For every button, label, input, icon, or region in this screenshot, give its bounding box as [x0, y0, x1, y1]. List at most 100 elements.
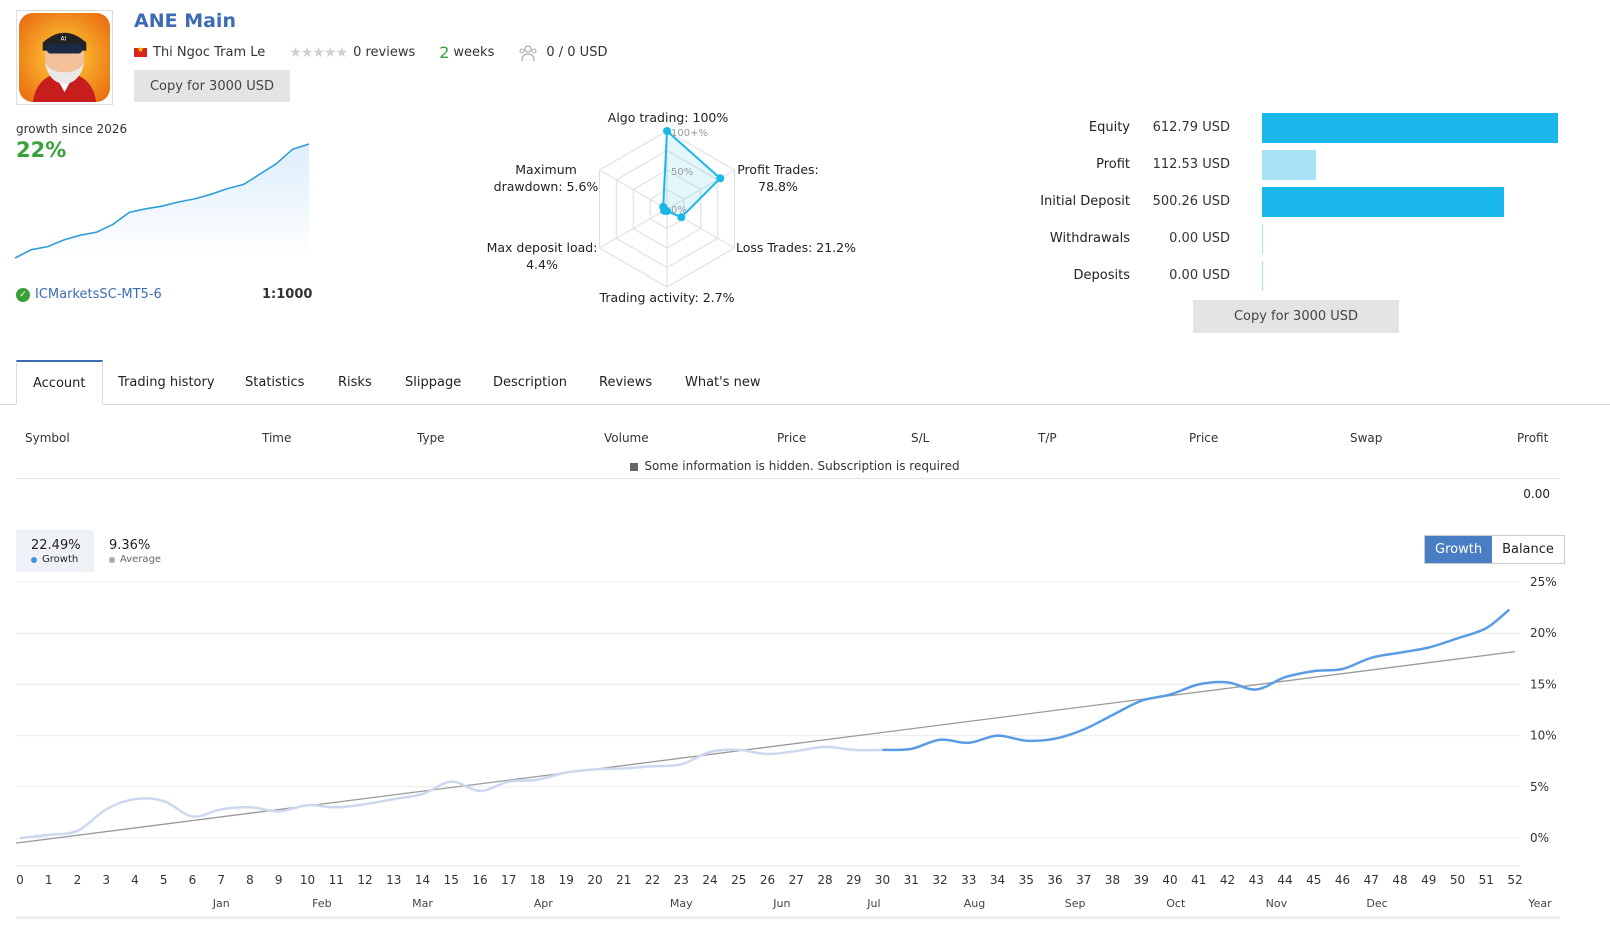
tab-slippage[interactable]: Slippage: [405, 375, 462, 390]
reviews-link[interactable]: 0 reviews: [353, 45, 416, 60]
x-tick-label: 25: [731, 873, 746, 887]
tab-risks[interactable]: Risks: [338, 375, 372, 390]
radar-tick-50: 50%: [671, 167, 693, 178]
copy-button-secondary[interactable]: Copy for 3000 USD: [1193, 300, 1399, 333]
x-tick-label: 35: [1019, 873, 1034, 887]
column-header[interactable]: S/L: [911, 431, 930, 445]
tab-account[interactable]: Account: [16, 360, 103, 405]
month-label: Sep: [1065, 897, 1086, 910]
x-tick-label: 42: [1220, 873, 1235, 887]
growth-legend-label: Growth: [31, 554, 78, 565]
month-label: Jun: [772, 897, 790, 910]
x-tick-label: 13: [386, 873, 401, 887]
avatar-image: AI: [19, 13, 110, 102]
vietnam-flag-icon: [134, 45, 147, 57]
balance-toggle-button[interactable]: Balance: [1492, 536, 1564, 563]
column-header[interactable]: Price: [1189, 431, 1219, 445]
stat-value: 500.26 USD: [1152, 194, 1230, 209]
x-tick-label: 4: [131, 873, 139, 887]
x-tick-label: 47: [1364, 873, 1379, 887]
radar-axis: [599, 169, 668, 210]
growth-legend-active[interactable]: [16, 530, 94, 572]
month-label: Oct: [1166, 897, 1186, 910]
column-header[interactable]: Swap: [1350, 431, 1383, 445]
x-tick-label: 39: [1134, 873, 1149, 887]
x-tick-label: 38: [1105, 873, 1120, 887]
meta-row: Thi Ngoc Tram Le ★★★★★ 0 reviews 2 weeks…: [134, 43, 607, 62]
x-tick-label: 34: [990, 873, 1005, 887]
stat-bar: [1262, 261, 1263, 291]
broker-link[interactable]: ICMarketsSC-MT5-6: [35, 287, 162, 302]
average-dot-icon: [109, 556, 115, 563]
stat-label: Withdrawals: [1049, 231, 1130, 246]
stat-value: 612.79 USD: [1152, 120, 1230, 135]
leverage-value: 1:1000: [262, 287, 313, 302]
column-header[interactable]: Volume: [604, 431, 649, 445]
radar-point: [716, 174, 725, 183]
stat-value: 0.00 USD: [1169, 231, 1230, 246]
x-tick-label: 5: [160, 873, 168, 887]
column-header[interactable]: T/P: [1038, 431, 1057, 445]
x-tick-label: 29: [846, 873, 861, 887]
author-name[interactable]: Thi Ngoc Tram Le: [153, 45, 266, 60]
x-tick-label: 23: [674, 873, 689, 887]
verified-check-icon: ✓: [16, 287, 30, 302]
radar-label-profit-1: Profit Trades:: [737, 162, 819, 177]
month-label: Nov: [1266, 897, 1288, 910]
tab-description[interactable]: Description: [493, 375, 568, 390]
x-tick-label: 14: [415, 873, 430, 887]
stat-bar: [1262, 113, 1558, 143]
x-tick-label: 0: [16, 873, 24, 887]
x-tick-label: 52: [1507, 873, 1522, 887]
month-label: Feb: [312, 897, 331, 910]
radar-tick-100: 100+%: [671, 128, 708, 139]
x-tick-label: 46: [1335, 873, 1350, 887]
broker-row: ✓ ICMarketsSC-MT5-6: [16, 287, 162, 302]
tab-what-s-new[interactable]: What's new: [685, 375, 761, 390]
column-header[interactable]: Time: [262, 431, 292, 445]
x-tick-label: 3: [102, 873, 110, 887]
x-tick-label: 22: [645, 873, 660, 887]
x-tick-label: 45: [1306, 873, 1321, 887]
growth-legend-value: 22.49%: [31, 538, 81, 553]
chart-scrollbar[interactable]: [16, 916, 1560, 919]
x-tick-label: 9: [275, 873, 283, 887]
x-tick-label: 48: [1392, 873, 1407, 887]
radar-label-algo: Algo trading: 100%: [607, 110, 729, 125]
x-axis-title: Year: [1527, 897, 1552, 910]
radar-label-loss: Loss Trades: 21.2%: [735, 240, 857, 255]
stat-bar: [1262, 150, 1317, 180]
average-legend-value[interactable]: 9.36%: [109, 538, 151, 553]
stat-label: Profit: [1096, 157, 1130, 172]
copy-button[interactable]: Copy for 3000 USD: [134, 70, 290, 102]
mini-area: [15, 144, 309, 258]
subscribers-value: 0 / 0 USD: [546, 45, 608, 60]
radar-tick-0: 0%: [671, 205, 687, 216]
tab-statistics[interactable]: Statistics: [245, 375, 305, 390]
y-tick-label: 15%: [1530, 677, 1557, 691]
x-tick-label: 1: [45, 873, 53, 887]
column-header[interactable]: Symbol: [25, 431, 70, 445]
growth-toggle-button[interactable]: Growth: [1425, 536, 1493, 563]
column-header[interactable]: Profit: [1517, 431, 1549, 445]
x-tick-label: 11: [329, 873, 344, 887]
x-tick-label: 43: [1249, 873, 1264, 887]
tab-trading-history[interactable]: Trading history: [118, 375, 215, 390]
strategy-title[interactable]: ANE Main: [134, 10, 236, 32]
column-header[interactable]: Price: [777, 431, 807, 445]
x-tick-label: 16: [472, 873, 487, 887]
radar-axis: [599, 208, 668, 249]
radar-point: [663, 127, 671, 135]
x-tick-label: 40: [1162, 873, 1177, 887]
column-header[interactable]: Type: [417, 431, 445, 445]
growth-chart: 25%20%15%10%5%0%0 1 2 3 4 5 6 7 8 9 10 11 12 13 14 15 16…: [15, 575, 1560, 919]
radar-point: [659, 202, 668, 211]
growth-dot-icon: [31, 556, 37, 563]
x-tick-label: 19: [559, 873, 574, 887]
stat-value: 112.53 USD: [1152, 157, 1230, 172]
tab-reviews[interactable]: Reviews: [599, 375, 653, 390]
rating-stars-icon: ★★★★★: [289, 44, 348, 61]
table-divider: [16, 478, 1560, 479]
radar-label-dd-1: Maximum: [515, 162, 577, 177]
y-tick-label: 20%: [1530, 626, 1557, 640]
